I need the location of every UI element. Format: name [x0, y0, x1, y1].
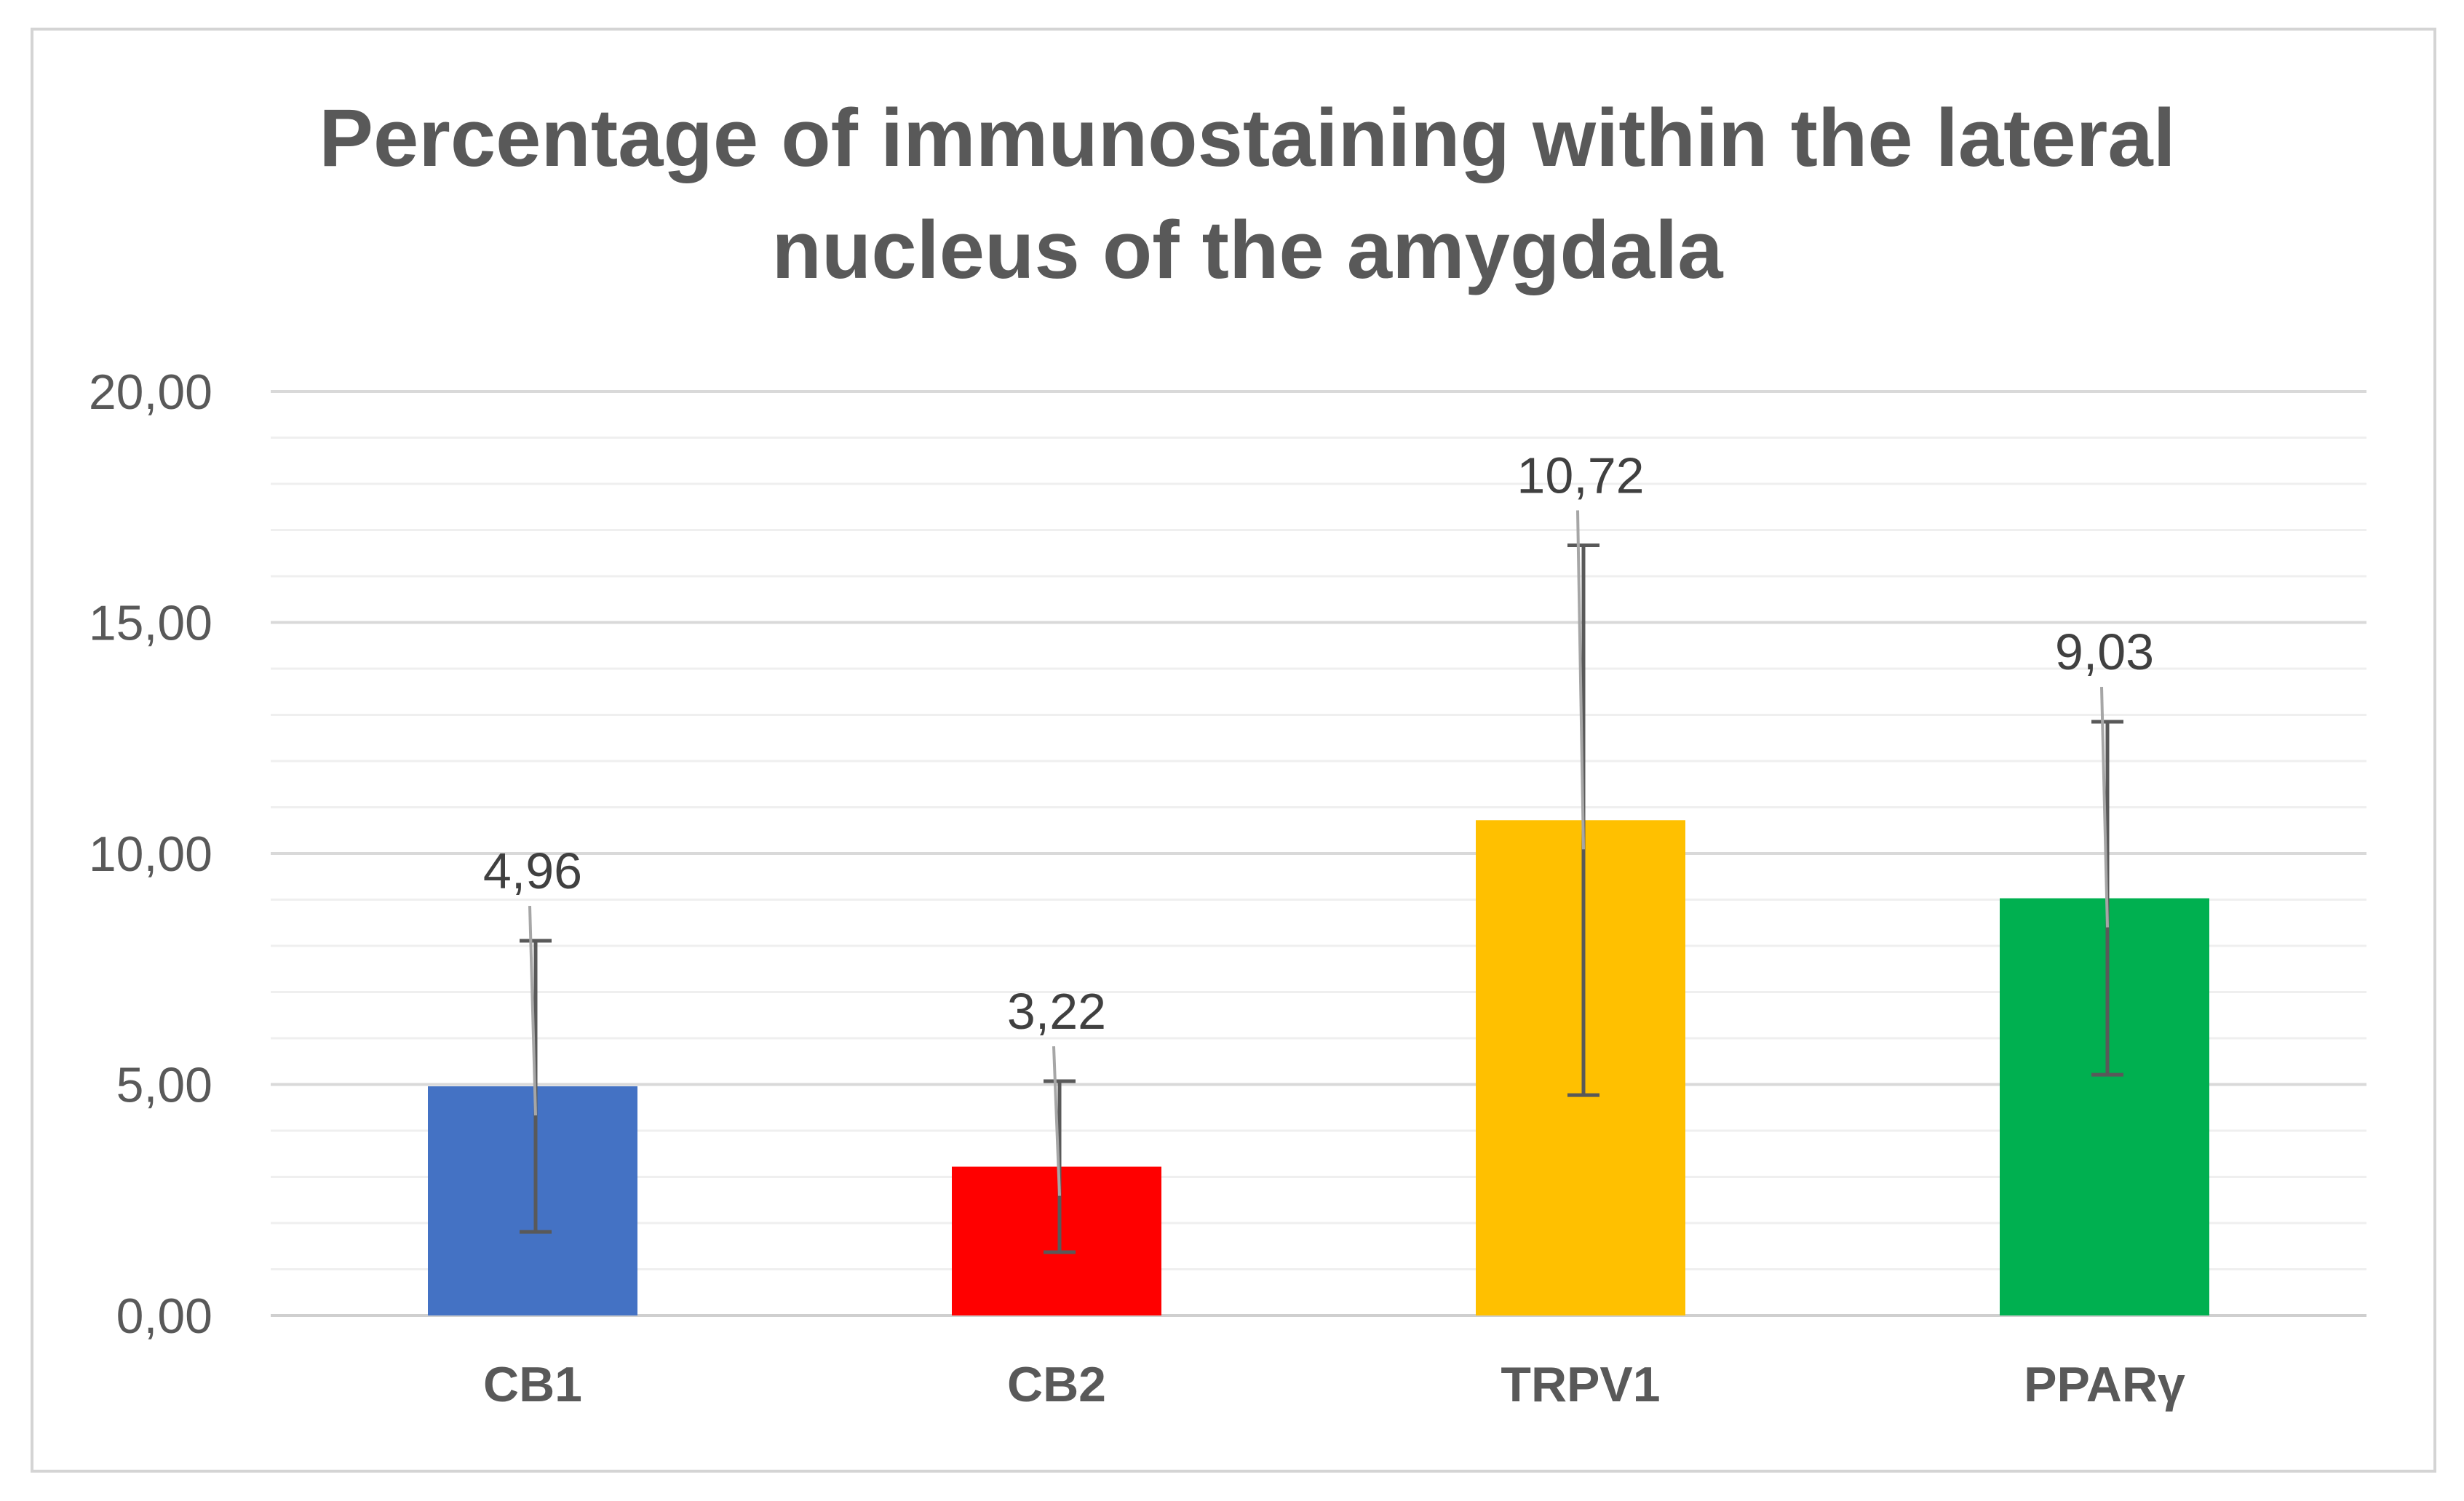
data-label-leader — [2100, 686, 2109, 928]
bar-chart: Percentage of immunostaining within the … — [89, 92, 2366, 1412]
y-tick-label: 10,00 — [89, 827, 212, 882]
y-tick-label: 20,00 — [89, 365, 212, 420]
y-tick-label: 15,00 — [89, 596, 212, 651]
y-tick-label: 0,00 — [116, 1289, 212, 1344]
data-label: 4,96 — [483, 843, 582, 899]
chart-title-line-2: nucleus of the amygdala — [772, 204, 1724, 295]
data-label: 10,72 — [1517, 447, 1644, 503]
y-tick-label: 5,00 — [116, 1058, 212, 1113]
bar-ppar — [2000, 898, 2209, 1315]
bar-cb1 — [428, 1086, 637, 1315]
x-tick-label: PPARγ — [2024, 1357, 2185, 1412]
bar-trpv1 — [1476, 820, 1685, 1315]
chart-title-line-1: Percentage of immunostaining within the … — [319, 92, 2176, 183]
x-tick-label: CB2 — [1007, 1357, 1106, 1412]
bar-cb2 — [952, 1166, 1161, 1315]
gridlines — [271, 390, 2366, 1317]
data-label-leader — [1052, 1046, 1061, 1196]
y-axis-tick-labels: 0,00 5,00 10,00 15,00 20,00 — [89, 365, 212, 1344]
x-tick-label: CB1 — [483, 1357, 582, 1412]
x-axis-tick-labels: CB1 CB2 TRPV1 PPARγ — [483, 1357, 2185, 1412]
data-label-leader — [528, 905, 537, 1116]
bars — [428, 820, 2209, 1315]
x-tick-label: TRPV1 — [1501, 1357, 1660, 1412]
chart-title: Percentage of immunostaining within the … — [319, 92, 2176, 295]
data-label: 3,22 — [1007, 983, 1106, 1040]
data-labels: 4,96 3,22 10,72 9,03 — [483, 447, 2154, 1196]
data-label-leader — [1576, 510, 1585, 850]
data-label: 9,03 — [2055, 624, 2154, 680]
chart-frame: Percentage of immunostaining within the … — [31, 28, 2436, 1473]
